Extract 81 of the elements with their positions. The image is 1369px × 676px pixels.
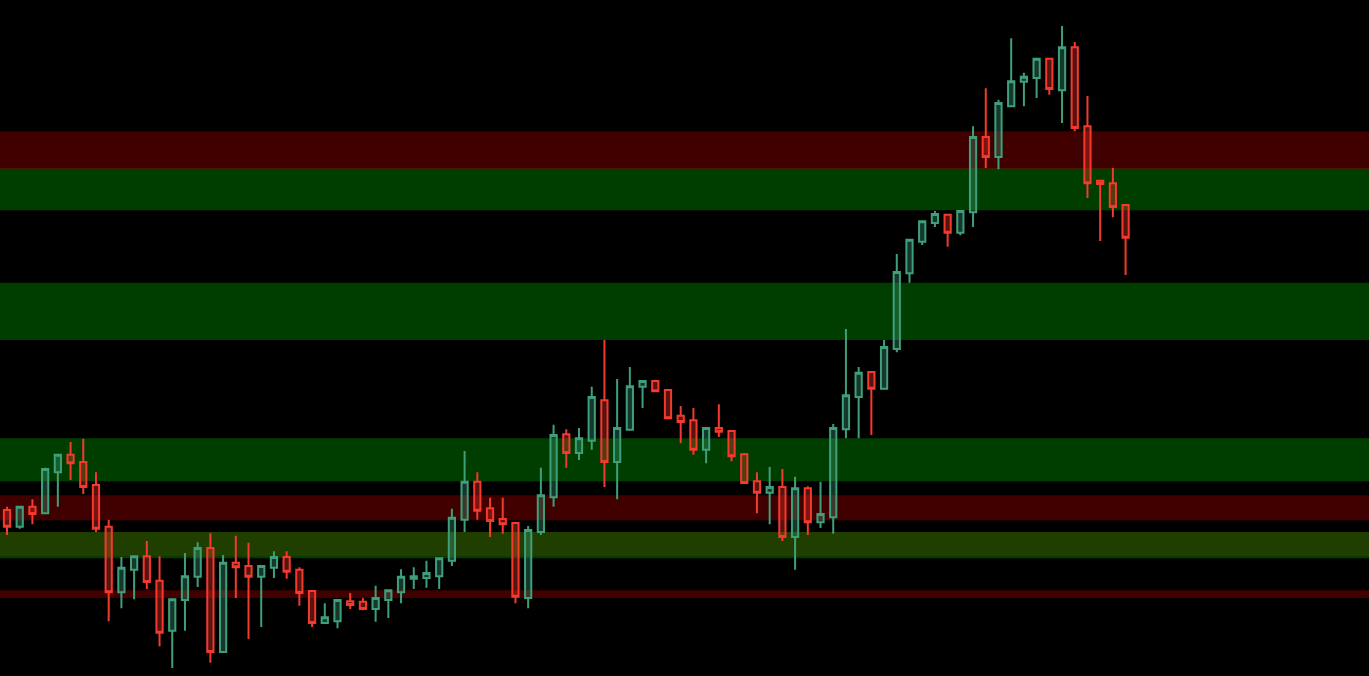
candlestick bbox=[384, 589, 393, 619]
candlestick bbox=[867, 371, 876, 436]
candlestick bbox=[485, 496, 495, 539]
candlestick bbox=[613, 378, 622, 501]
candlestick bbox=[371, 584, 380, 623]
candlestick bbox=[816, 480, 825, 530]
candlestick bbox=[307, 589, 317, 628]
candlestick bbox=[663, 389, 673, 420]
candlestick bbox=[117, 555, 126, 610]
candlestick bbox=[714, 403, 723, 438]
candlestick bbox=[168, 598, 177, 669]
candlestick bbox=[765, 466, 774, 526]
candlestick bbox=[1019, 71, 1029, 108]
candlestick bbox=[333, 598, 342, 630]
candlestick bbox=[689, 406, 698, 456]
candlestick bbox=[943, 213, 952, 248]
candlestick bbox=[1070, 41, 1079, 133]
candlestick bbox=[536, 466, 545, 537]
candlestick bbox=[829, 423, 838, 535]
candlestick bbox=[180, 552, 190, 632]
candlestick bbox=[498, 496, 507, 535]
candlestick bbox=[218, 554, 228, 653]
candlestick bbox=[473, 471, 482, 521]
candlestick bbox=[1007, 37, 1016, 108]
candlestick bbox=[1121, 204, 1130, 277]
candlestick bbox=[130, 555, 139, 601]
candlestick bbox=[549, 423, 558, 508]
candlestick bbox=[155, 555, 164, 648]
candlestick bbox=[727, 430, 736, 463]
candlestick bbox=[206, 532, 215, 664]
candlestick bbox=[79, 437, 88, 496]
candlestick bbox=[346, 591, 355, 610]
candlestick bbox=[702, 426, 711, 465]
candlestick bbox=[66, 441, 75, 481]
candlestick bbox=[15, 505, 24, 530]
candlestick bbox=[752, 471, 762, 515]
candlestick bbox=[1045, 57, 1054, 96]
candlestick bbox=[968, 125, 978, 228]
candlestick bbox=[803, 485, 812, 537]
candlestick bbox=[676, 405, 685, 445]
candlestick bbox=[574, 426, 584, 461]
candlestick bbox=[91, 471, 101, 533]
candlestick bbox=[244, 541, 253, 641]
candlestick bbox=[930, 209, 940, 228]
candlestick bbox=[892, 252, 901, 354]
candlestick bbox=[53, 453, 62, 508]
candlestick bbox=[1032, 57, 1041, 99]
candlestick bbox=[625, 365, 634, 431]
candlestick bbox=[358, 597, 368, 612]
candlestick bbox=[778, 467, 787, 542]
candlestick bbox=[905, 238, 914, 284]
candlestick bbox=[651, 378, 660, 393]
candlestick bbox=[854, 365, 863, 440]
candlestick bbox=[28, 498, 37, 526]
candlestick bbox=[257, 564, 266, 628]
candlestick bbox=[422, 559, 431, 589]
candlestick bbox=[41, 466, 50, 515]
candlestick bbox=[956, 209, 965, 237]
candlestick bbox=[841, 328, 851, 440]
candlestick bbox=[879, 338, 889, 390]
candlestick bbox=[435, 557, 444, 591]
candlestick bbox=[320, 602, 329, 625]
candlestick bbox=[981, 87, 990, 169]
candlestick bbox=[600, 338, 609, 488]
candlestick bbox=[1057, 25, 1067, 124]
candlestick bbox=[638, 380, 647, 409]
candlestick bbox=[409, 566, 418, 591]
candlestick bbox=[790, 475, 800, 571]
candlestick bbox=[2, 505, 12, 537]
candlestick bbox=[396, 568, 406, 605]
candlestick bbox=[460, 450, 469, 533]
candlestick bbox=[295, 566, 304, 607]
candlestick bbox=[1108, 166, 1117, 219]
candlestick bbox=[918, 220, 927, 246]
candlestick bbox=[562, 428, 571, 469]
candlestick bbox=[740, 451, 749, 485]
candlestick bbox=[994, 98, 1003, 171]
candlestick bbox=[587, 385, 596, 451]
candlestick bbox=[1096, 179, 1105, 243]
candlestick bbox=[1083, 94, 1092, 200]
candlestick bbox=[104, 518, 113, 623]
